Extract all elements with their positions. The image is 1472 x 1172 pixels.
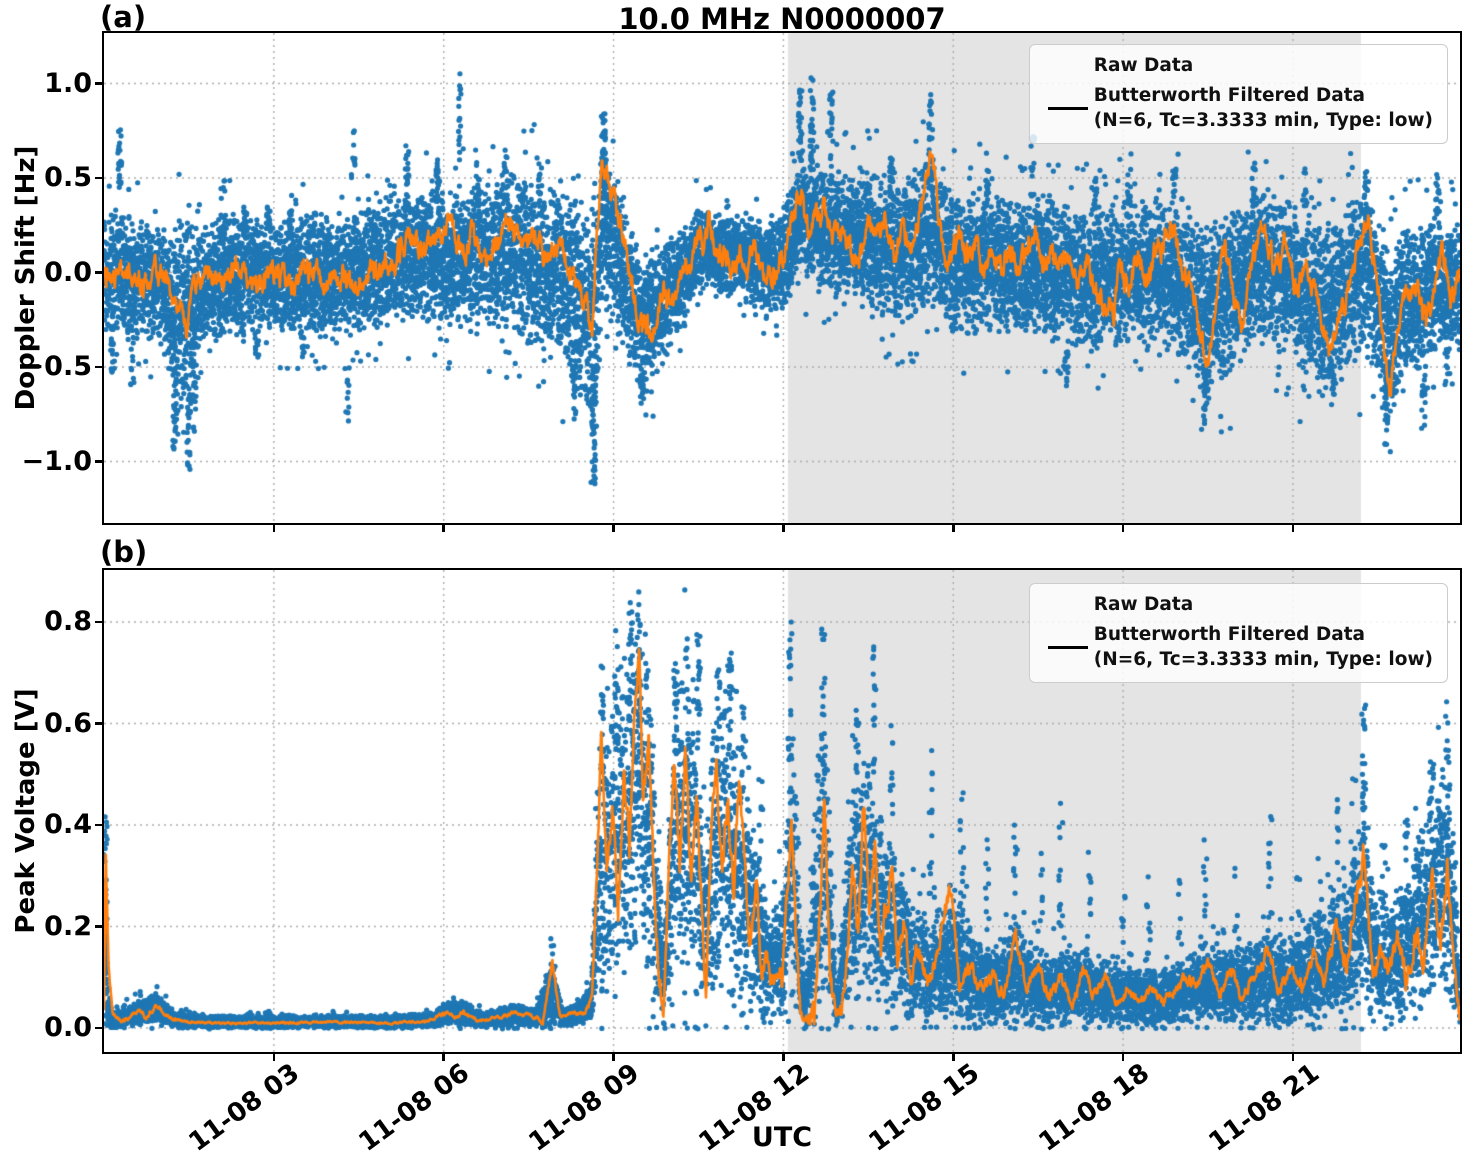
panel-a-ytick-label: 1.0 bbox=[44, 67, 92, 99]
panel-b-ylabel: Peak Voltage [V] bbox=[11, 688, 41, 934]
legend-filtered-label: Butterworth Filtered Data (N=6, Tc=3.333… bbox=[1094, 83, 1433, 133]
x-axis-tick-label: 11-08 03 bbox=[183, 1058, 306, 1158]
x-axis-tick-label: 11-08 18 bbox=[1033, 1058, 1155, 1158]
panel-a-ytick-label: −1.0 bbox=[21, 445, 92, 477]
tick-mark bbox=[95, 1026, 104, 1030]
panel-a-label: (a) bbox=[100, 0, 147, 34]
panel-b-ytick-label: 0.4 bbox=[44, 808, 92, 840]
legend-filtered-label-line1: Butterworth Filtered Data bbox=[1093, 85, 1366, 106]
tick-mark bbox=[952, 523, 955, 532]
x-axis-tick-label: 11-08 06 bbox=[353, 1058, 476, 1158]
tick-mark bbox=[95, 925, 104, 928]
legend-filtered-label-line2: (N=6, Tc=3.3333 min, Type: low) bbox=[1093, 649, 1433, 670]
x-axis-tick-label: 11-08 15 bbox=[863, 1058, 985, 1158]
tick-mark bbox=[95, 271, 104, 274]
legend-raw-label: Raw Data bbox=[1093, 55, 1194, 76]
panel-b-ytick-label: 0.2 bbox=[44, 910, 92, 942]
tick-mark bbox=[612, 1052, 615, 1061]
x-axis-label: UTC bbox=[751, 1122, 813, 1153]
panel-a-legend: Raw Data Butterworth Filtered Data (N=6,… bbox=[1028, 44, 1448, 144]
tick-mark bbox=[442, 1052, 445, 1061]
panel-b-ytick-label: 0.6 bbox=[44, 707, 92, 739]
tick-mark bbox=[95, 620, 104, 624]
tick-mark bbox=[1121, 1052, 1125, 1061]
tick-mark bbox=[95, 460, 104, 463]
legend-filtered-row: Butterworth Filtered Data (N=6, Tc=3.333… bbox=[1042, 83, 1433, 133]
legend-filtered-label: Butterworth Filtered Data (N=6, Tc=3.333… bbox=[1094, 622, 1433, 672]
panel-a-ytick-label: 0.0 bbox=[44, 256, 92, 288]
panel-a-ytick-label: 0.5 bbox=[44, 161, 92, 193]
legend-raw-row: Raw Data bbox=[1042, 53, 1433, 78]
tick-mark bbox=[1121, 523, 1125, 532]
filtered-line-icon bbox=[1047, 645, 1088, 649]
tick-mark bbox=[952, 1052, 955, 1061]
tick-mark bbox=[95, 722, 104, 725]
legend-filtered-label-line1: Butterworth Filtered Data bbox=[1093, 624, 1366, 645]
legend-raw-row: Raw Data bbox=[1042, 592, 1433, 617]
tick-mark bbox=[95, 823, 104, 827]
filtered-line-icon bbox=[1047, 106, 1088, 110]
panel-b-legend: Raw Data Butterworth Filtered Data (N=6,… bbox=[1028, 583, 1448, 683]
tick-mark bbox=[782, 523, 785, 532]
page-title: 10.0 MHz N0000007 bbox=[618, 2, 946, 36]
tick-mark bbox=[1291, 523, 1295, 532]
panel-a-ytick-label: −0.5 bbox=[21, 350, 92, 382]
tick-mark bbox=[272, 523, 276, 532]
x-axis-tick-label: 11-08 09 bbox=[523, 1058, 646, 1158]
raw-data-dot-icon bbox=[1063, 600, 1072, 609]
panel-b-ytick-label: 0.0 bbox=[44, 1011, 92, 1043]
tick-mark bbox=[442, 523, 445, 532]
tick-mark bbox=[95, 176, 104, 180]
raw-data-dot-icon bbox=[1063, 61, 1072, 70]
legend-raw-label: Raw Data bbox=[1093, 594, 1194, 615]
legend-filtered-label-line2: (N=6, Tc=3.3333 min, Type: low) bbox=[1093, 110, 1433, 131]
tick-mark bbox=[95, 82, 104, 85]
tick-mark bbox=[1291, 1052, 1295, 1061]
tick-mark bbox=[612, 523, 615, 532]
panel-b-ytick-label: 0.8 bbox=[44, 605, 92, 637]
legend-filtered-row: Butterworth Filtered Data (N=6, Tc=3.333… bbox=[1042, 622, 1433, 672]
tick-mark bbox=[95, 365, 104, 369]
x-axis-tick-label: 11-08 21 bbox=[1203, 1058, 1325, 1158]
panel-b-label: (b) bbox=[100, 535, 148, 569]
tick-mark bbox=[272, 1052, 276, 1061]
tick-mark bbox=[782, 1052, 785, 1061]
